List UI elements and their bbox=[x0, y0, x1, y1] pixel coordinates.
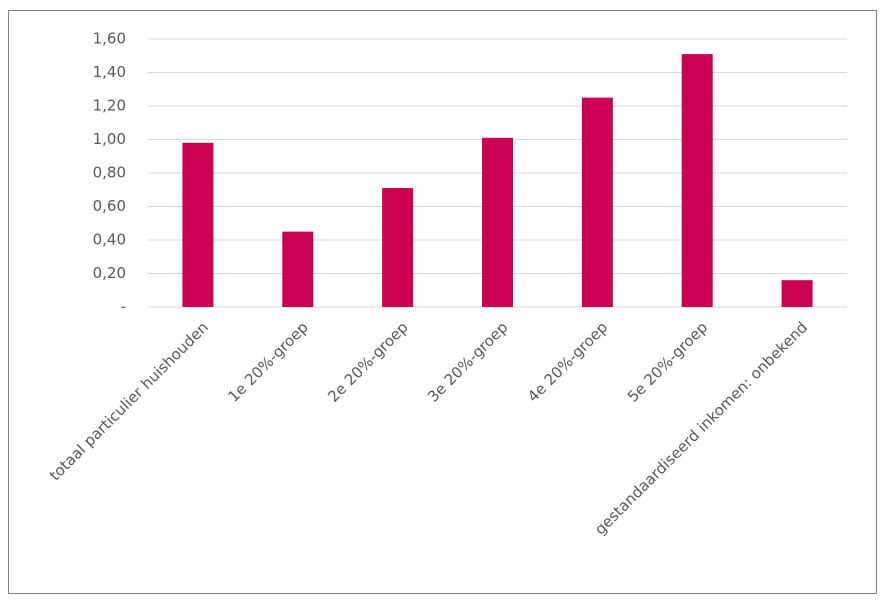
bar bbox=[581, 97, 613, 307]
y-tick-label: 1,40 bbox=[93, 63, 126, 81]
y-tick-label: 0,20 bbox=[93, 264, 126, 282]
y-tick-label: 1,00 bbox=[93, 130, 126, 148]
y-tick-label: 0,80 bbox=[93, 164, 126, 182]
y-tick-label: 1,60 bbox=[93, 30, 126, 48]
chart-border bbox=[8, 10, 877, 594]
bar bbox=[681, 54, 713, 308]
y-tick-label: 0,60 bbox=[93, 197, 126, 215]
y-tick-label: - bbox=[121, 298, 126, 316]
bar bbox=[482, 137, 513, 307]
bar bbox=[382, 188, 414, 307]
bar bbox=[182, 142, 214, 307]
y-tick-label: 1,20 bbox=[93, 97, 126, 115]
bar bbox=[781, 280, 813, 307]
bar bbox=[282, 231, 314, 307]
y-tick-label: 0,40 bbox=[93, 231, 126, 249]
